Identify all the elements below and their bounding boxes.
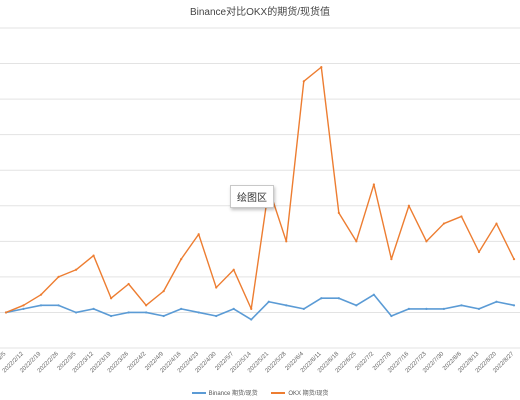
- data-point-binance: [495, 300, 498, 303]
- data-point-binance: [250, 318, 253, 321]
- data-point-okx: [285, 240, 288, 243]
- data-point-binance: [460, 304, 463, 307]
- data-point-binance: [197, 311, 200, 314]
- data-point-okx: [460, 215, 463, 218]
- data-point-binance: [355, 304, 358, 307]
- data-point-binance: [302, 307, 305, 310]
- data-point-binance: [145, 311, 148, 314]
- series-line-okx: [5, 66, 515, 314]
- data-point-binance: [285, 304, 288, 307]
- data-point-okx: [477, 250, 481, 254]
- data-point-okx: [22, 304, 25, 307]
- legend-swatch-okx: [271, 392, 286, 395]
- data-point-okx: [407, 204, 410, 207]
- data-point-okx: [442, 222, 446, 225]
- legend-item-binance[interactable]: Binance 期货/现货: [191, 388, 258, 397]
- data-point-okx: [372, 183, 375, 186]
- data-point-binance: [92, 307, 95, 310]
- data-point-binance: [57, 304, 60, 307]
- data-point-binance: [39, 304, 43, 307]
- data-point-okx: [57, 275, 60, 278]
- data-point-okx: [495, 222, 498, 225]
- gridlines: [0, 27, 520, 349]
- data-point-binance: [372, 293, 375, 296]
- data-point-binance: [442, 307, 446, 310]
- data-point-binance: [22, 307, 25, 310]
- legend: Binance 期货/现货 OKX 期货/现货: [0, 388, 520, 397]
- data-point-binance: [232, 307, 235, 310]
- series-line-binance: [5, 293, 515, 321]
- data-point-binance: [390, 314, 393, 318]
- data-point-okx: [4, 311, 8, 314]
- data-point-binance: [110, 314, 113, 318]
- data-point-okx: [145, 304, 148, 307]
- data-point-okx: [232, 268, 235, 271]
- data-point-binance: [337, 297, 340, 300]
- data-point-okx: [425, 240, 428, 243]
- series-lines: [4, 66, 516, 321]
- data-point-binance: [74, 311, 78, 314]
- data-point-okx: [512, 258, 516, 261]
- data-point-okx: [92, 254, 95, 257]
- data-point-binance: [512, 304, 516, 307]
- data-point-okx: [197, 233, 200, 236]
- data-point-binance: [407, 307, 410, 310]
- x-axis: 2022/2/52022/2/122022/2/192022/2/262022/…: [0, 351, 516, 375]
- chart-title: Binance对比OKX的期货/现货值: [189, 7, 331, 18]
- data-point-okx: [110, 297, 113, 300]
- data-point-okx: [337, 211, 340, 214]
- data-point-binance: [180, 307, 183, 310]
- data-point-okx: [250, 307, 253, 310]
- legend-swatch-binance: [191, 392, 206, 395]
- data-point-okx: [390, 258, 393, 261]
- data-point-binance: [127, 311, 130, 314]
- data-point-okx: [355, 240, 358, 243]
- data-point-binance: [267, 300, 270, 303]
- plot-area-tooltip: 绘图区: [230, 185, 274, 208]
- data-point-okx: [127, 282, 130, 286]
- data-point-binance: [477, 307, 481, 310]
- data-point-okx: [39, 293, 43, 296]
- data-point-binance: [215, 314, 218, 318]
- data-point-okx: [180, 258, 183, 261]
- data-point-okx: [215, 286, 218, 289]
- legend-label-okx: OKX 期货/现货: [288, 391, 329, 397]
- legend-label-binance: Binance 期货/现货: [208, 391, 258, 397]
- legend-item-okx[interactable]: OKX 期货/现货: [271, 388, 328, 397]
- data-point-binance: [425, 307, 428, 310]
- data-point-binance: [162, 314, 165, 318]
- data-point-okx: [320, 66, 323, 69]
- data-point-okx: [162, 290, 165, 293]
- data-point-binance: [320, 297, 323, 300]
- data-point-okx: [302, 80, 305, 83]
- data-point-okx: [74, 268, 78, 271]
